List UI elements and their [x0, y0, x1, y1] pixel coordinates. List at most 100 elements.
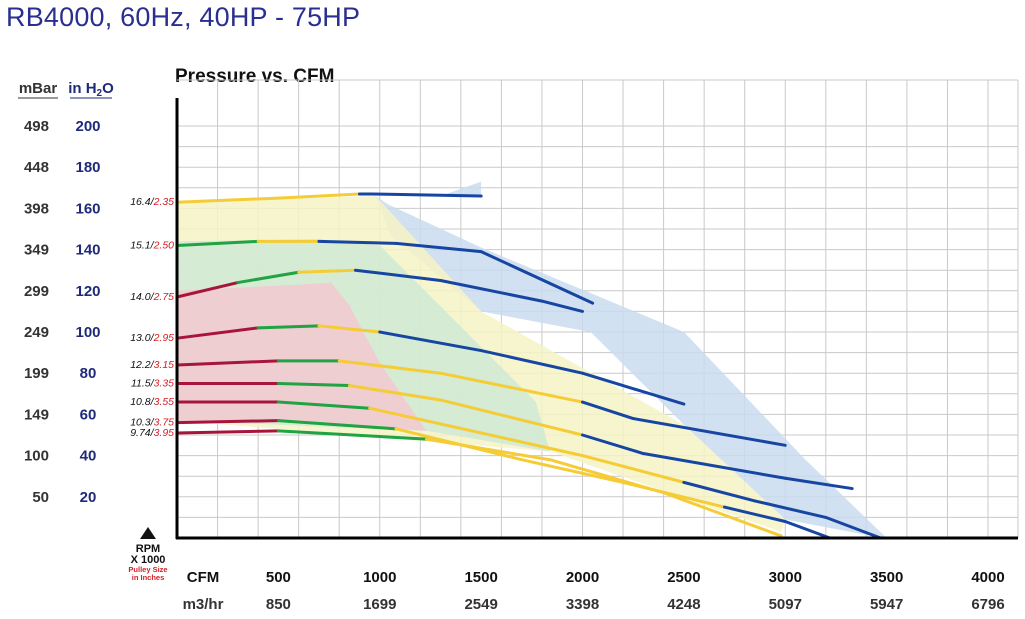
series-label-7: 10.8/3.55 [130, 396, 174, 408]
inh2o-tick-label: 20 [80, 489, 97, 506]
triangle-marker [140, 527, 156, 539]
cfm-tick-label: 2000 [566, 569, 599, 586]
series-lines [175, 192, 883, 540]
series-segment [722, 505, 787, 524]
series-segment [540, 299, 584, 313]
mbar-tick-label: 149 [24, 406, 49, 423]
series-label-pulley: 2.75 [153, 291, 175, 303]
series-segment [641, 452, 787, 480]
series-segment [479, 349, 584, 375]
inh2o-tick-label: 80 [80, 365, 97, 382]
mbar-tick-label: 50 [32, 489, 49, 506]
inh2o-tick-label: 140 [75, 242, 100, 259]
mbar-tick-label: 349 [24, 242, 49, 259]
series-segment [256, 324, 321, 330]
cfm-tick-label: 3000 [769, 569, 802, 586]
inh2o-tick-label: 100 [75, 324, 100, 341]
cfm-axis-label: CFM [187, 569, 220, 586]
inh2o-header: in H2O [68, 80, 114, 99]
series-label-rpm: 15.1/ [130, 239, 154, 251]
series-segment [631, 417, 787, 447]
series-label-pulley: 3.15 [154, 359, 175, 371]
series-segment [175, 239, 260, 247]
cfm-tick-label: 500 [266, 569, 291, 586]
series-label-rpm: 9.74/ [130, 427, 154, 439]
rpm-label: RPM [136, 543, 160, 555]
series-segment [276, 419, 398, 431]
series-label-rpm: 10.3/ [130, 417, 154, 429]
series-segment [175, 196, 280, 204]
inh2o-tick-label: 60 [80, 406, 97, 423]
m3hr-tick-label: 850 [266, 596, 291, 613]
m3hr-tick-label: 1699 [363, 596, 396, 613]
m3hr-tick-label: 5947 [870, 596, 903, 613]
pulley-label-line2: in Inches [132, 573, 165, 582]
series-label-1: 16.4/2.35 [130, 196, 174, 208]
series-segment [175, 281, 240, 299]
series-label-6: 11.5/3.35 [131, 378, 174, 390]
inh2o-tick-label: 40 [80, 448, 97, 465]
m3hr-tick-label: 6796 [971, 596, 1004, 613]
mbar-tick-label: 398 [24, 200, 49, 217]
series-segment [824, 515, 883, 540]
series-segment [682, 480, 757, 503]
m3hr-axis-label: m3/hr [183, 596, 224, 613]
series-segment [337, 359, 443, 375]
series-segment [276, 429, 428, 441]
series-7 [175, 400, 883, 540]
inh2o-header-sub: 2 [97, 88, 103, 99]
zone-red-area [177, 282, 427, 431]
cfm-tick-label: 1500 [464, 569, 497, 586]
series-label-rpm: 16.4/ [130, 196, 154, 208]
inh2o-header-main: in H [68, 80, 96, 97]
series-label-3: 14.0/2.75 [130, 291, 174, 303]
mbar-header: mBar [19, 80, 58, 97]
series-segment [175, 326, 260, 340]
inh2o-tick-label: 120 [75, 283, 100, 300]
series-segment [439, 398, 584, 437]
series-segment [581, 433, 645, 456]
series-label-pulley: 3.55 [154, 396, 175, 408]
series-segment [276, 192, 361, 200]
cfm-tick-label: 1000 [363, 569, 396, 586]
series-label-4: 13.0/2.95 [130, 332, 174, 344]
inh2o-tick-label: 160 [75, 200, 100, 217]
series-label-pulley: 2.50 [153, 239, 175, 251]
series-segment [479, 250, 595, 305]
series-segment [424, 437, 552, 462]
series-1 [175, 192, 483, 204]
inh2o-header-end: O [102, 80, 114, 97]
series-segment [368, 406, 483, 435]
series-segment [297, 268, 357, 274]
operating-zones [177, 181, 887, 538]
series-segment [353, 268, 443, 282]
series-label-rpm: 10.8/ [130, 396, 154, 408]
series-segment [317, 239, 398, 245]
series-segment [347, 384, 443, 402]
series-segment [548, 458, 666, 495]
m3hr-tick-label: 2549 [464, 596, 497, 613]
series-label-rpm: 11.5/ [131, 378, 155, 390]
series-label-rpm: 13.0/ [130, 332, 154, 344]
series-3 [175, 268, 584, 313]
series-segment [662, 491, 783, 538]
inh2o-tick-label: 180 [75, 159, 100, 176]
series-label-9: 9.74/3.95 [130, 427, 174, 439]
series-6 [175, 382, 854, 491]
series-segment [520, 458, 625, 484]
series-segment [439, 371, 584, 404]
series-labels: 16.4/2.35 15.1/2.50 14.0/2.75 13.0/2.95 12.2… [130, 196, 174, 439]
series-segment [753, 499, 828, 519]
series-label-pulley: 3.75 [154, 417, 175, 429]
series-label-pulley: 2.35 [153, 196, 175, 208]
series-segment [175, 359, 280, 367]
mbar-tick-label: 498 [24, 118, 49, 135]
axes [175, 98, 1018, 540]
series-segment [439, 279, 544, 303]
series-4 [175, 324, 686, 406]
series-label-2: 15.1/2.50 [130, 239, 174, 251]
zone-blue-area [375, 181, 887, 538]
series-label-pulley: 3.35 [154, 378, 175, 390]
